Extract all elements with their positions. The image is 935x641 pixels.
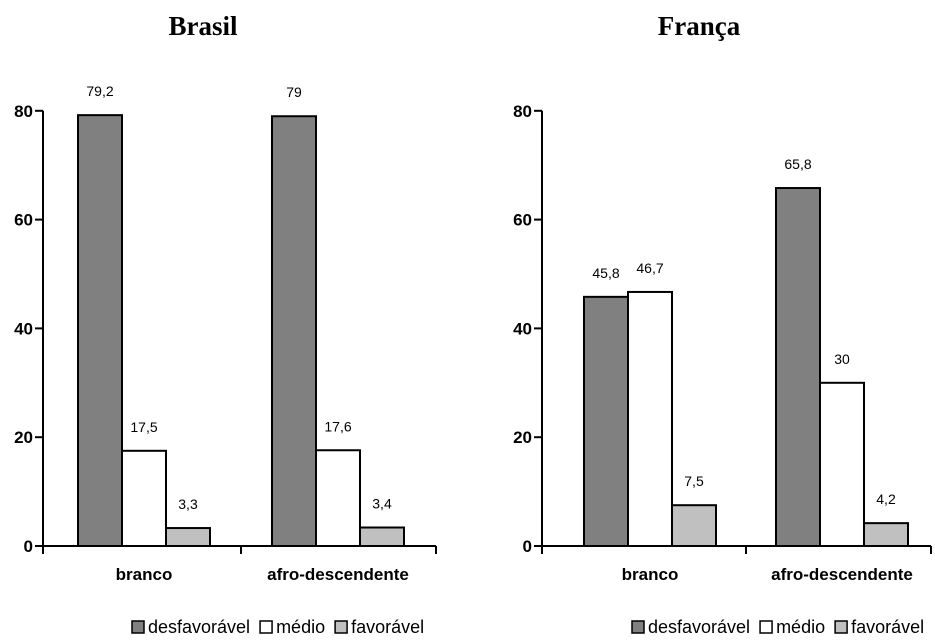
chart-0-bar-favorável-0 bbox=[165, 527, 211, 547]
chart-0-ytick-label: 40 bbox=[14, 319, 33, 338]
chart-1-data-label: 46,7 bbox=[636, 260, 663, 276]
chart-0-ytick-label: 20 bbox=[14, 428, 33, 447]
chart-1-legend-label: favorável bbox=[851, 617, 924, 637]
chart-0-bar-desfavorável-0 bbox=[77, 114, 123, 547]
chart-0-legend-label: favorável bbox=[351, 617, 424, 637]
chart-1-bar-desfavorável-0 bbox=[583, 295, 629, 547]
chart-1-legend-label: desfavorável bbox=[648, 617, 750, 637]
chart-0-legend-swatch-favorável bbox=[334, 620, 348, 634]
chart-1-ytick-label: 20 bbox=[513, 428, 532, 447]
chart-1-ytick-label: 0 bbox=[523, 537, 532, 556]
chart-1-bar-médio-1 bbox=[819, 381, 865, 547]
chart-0-legend-swatch-desfavorável bbox=[131, 620, 145, 634]
chart-0-ytick-label: 80 bbox=[14, 102, 33, 121]
chart-1-bar-desfavorável-1 bbox=[775, 187, 821, 547]
chart-0-ytick-label: 60 bbox=[14, 211, 33, 230]
chart-0-ytick-label: 0 bbox=[24, 537, 33, 556]
chart-0-data-label: 3,4 bbox=[372, 496, 392, 512]
chart-0-data-label: 17,5 bbox=[130, 419, 157, 435]
chart-1-title: França bbox=[658, 11, 741, 41]
chart-0-data-label: 79,2 bbox=[86, 83, 113, 99]
chart-0-data-label: 3,3 bbox=[178, 496, 198, 512]
chart-1-legend-swatch-favorável bbox=[834, 620, 848, 634]
chart-0-bar-favorável-1 bbox=[359, 526, 405, 548]
chart-1-ytick-label: 40 bbox=[513, 319, 532, 338]
chart-1-bar-médio-0 bbox=[627, 290, 673, 547]
chart-1-data-label: 45,8 bbox=[592, 265, 619, 281]
chart-1-bar-favorável-1 bbox=[863, 522, 909, 547]
chart-1-bar-favorável-0 bbox=[671, 504, 717, 548]
chart-0-category-label: afro-descendente bbox=[267, 565, 409, 584]
chart-1-category-label: afro-descendente bbox=[771, 565, 913, 584]
chart-0-bar-médio-0 bbox=[121, 449, 167, 547]
chart-0-title: Brasil bbox=[168, 11, 238, 41]
chart-0-category-label: branco bbox=[116, 565, 173, 584]
chart-1-category-label: branco bbox=[622, 565, 679, 584]
chart-0-legend-label: desfavorável bbox=[148, 617, 250, 637]
chart-1-data-label: 30 bbox=[834, 351, 850, 367]
chart-1-data-label: 4,2 bbox=[876, 491, 896, 507]
chart-1-ytick-label: 60 bbox=[513, 211, 532, 230]
chart-0-data-label: 79 bbox=[286, 84, 302, 100]
chart-0-bar-desfavorável-1 bbox=[271, 115, 317, 548]
chart-0-legend-label: médio bbox=[276, 617, 325, 637]
chart-0-bar-médio-1 bbox=[315, 449, 361, 548]
chart-1-legend-label: médio bbox=[776, 617, 825, 637]
chart-1-ytick-label: 80 bbox=[513, 102, 532, 121]
chart-1-legend-swatch-desfavorável bbox=[631, 620, 645, 634]
chart-0-data-label: 17,6 bbox=[324, 418, 351, 434]
chart-1-data-label: 65,8 bbox=[784, 156, 811, 172]
chart-1-data-label: 7,5 bbox=[684, 473, 704, 489]
chart-0-legend-swatch-médio bbox=[259, 620, 273, 634]
chart-1-legend-swatch-médio bbox=[759, 620, 773, 634]
